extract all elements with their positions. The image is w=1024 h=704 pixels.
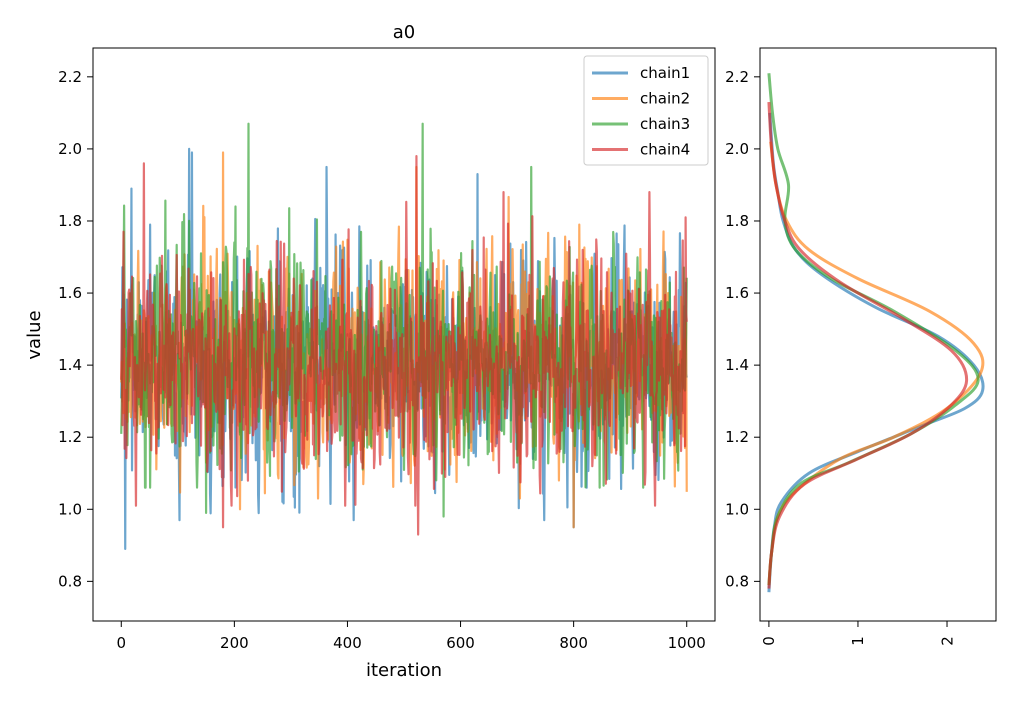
density-y-tick-label: 1.8 bbox=[725, 212, 749, 230]
density-y-tick-label: 1.0 bbox=[725, 500, 749, 518]
density-x-tick-label: 2 bbox=[938, 636, 956, 646]
trace-y-tick-label: 1.8 bbox=[58, 212, 82, 230]
density-curve-chain3 bbox=[767, 73, 980, 586]
density-curve-chain4 bbox=[767, 101, 969, 589]
trace-y-tick-label: 1.2 bbox=[58, 428, 82, 446]
trace-plot: a0 0 200 400 600 800 1000 0.8 1.0 1.2 1.4 1.6 1.8 2… bbox=[24, 22, 716, 681]
trace-series-group bbox=[120, 122, 688, 551]
density-y-tick-label: 1.2 bbox=[725, 428, 749, 446]
legend-label-chain4: chain4 bbox=[640, 141, 690, 159]
legend-label-chain2: chain2 bbox=[640, 90, 690, 108]
density-series-group bbox=[767, 73, 985, 593]
density-x-tick-label: 0 bbox=[760, 636, 778, 646]
density-curve-chain1 bbox=[767, 112, 985, 593]
density-x-tick-label: 1 bbox=[849, 636, 867, 646]
legend-label-chain3: chain3 bbox=[640, 115, 690, 133]
trace-y-tick-label: 1.4 bbox=[58, 356, 82, 374]
density-y-tick-label: 1.6 bbox=[725, 284, 749, 302]
trace-y-tick-label: 0.8 bbox=[58, 572, 82, 590]
trace-y-ticks: 0.8 1.0 1.2 1.4 1.6 1.8 2.0 2.2 bbox=[58, 68, 93, 590]
trace-x-tick-label: 600 bbox=[446, 634, 475, 652]
trace-y-axis-label: value bbox=[24, 310, 45, 359]
density-plot-frame bbox=[759, 47, 997, 622]
density-y-tick-label: 1.4 bbox=[725, 356, 749, 374]
trace-y-tick-label: 2.0 bbox=[58, 140, 82, 158]
density-y-tick-label: 2.0 bbox=[725, 140, 749, 158]
trace-x-tick-label: 400 bbox=[333, 634, 362, 652]
density-x-ticks: 0 1 2 bbox=[760, 621, 956, 646]
trace-y-tick-label: 1.0 bbox=[58, 500, 82, 518]
legend-label-chain1: chain1 bbox=[640, 64, 690, 82]
density-plot: 0 1 2 0.8 1.0 1.2 1.4 1.6 1.8 2.0 2.2 bbox=[725, 47, 997, 646]
density-y-ticks: 0.8 1.0 1.2 1.4 1.6 1.8 2.0 2.2 bbox=[725, 68, 760, 590]
trace-y-tick-label: 1.6 bbox=[58, 284, 82, 302]
trace-x-tick-label: 1000 bbox=[668, 634, 706, 652]
trace-x-ticks: 0 200 400 600 800 1000 bbox=[116, 621, 706, 652]
trace-plot-frame bbox=[92, 47, 716, 622]
density-y-tick-label: 0.8 bbox=[725, 572, 749, 590]
trace-x-axis-label: iteration bbox=[366, 660, 442, 681]
trace-line-chain4 bbox=[120, 155, 688, 536]
trace-y-tick-label: 2.2 bbox=[58, 68, 82, 86]
trace-x-tick-label: 200 bbox=[220, 634, 249, 652]
legend-box bbox=[583, 55, 709, 166]
density-plot-area bbox=[760, 48, 996, 621]
trace-x-tick-label: 0 bbox=[116, 634, 126, 652]
legend-items: chain1 chain2 chain3 chain4 bbox=[592, 64, 690, 159]
density-y-tick-label: 2.2 bbox=[725, 68, 749, 86]
trace-x-tick-label: 800 bbox=[559, 634, 588, 652]
legend: chain1 chain2 chain3 chain4 bbox=[583, 55, 709, 166]
trace-plot-title: a0 bbox=[393, 22, 415, 43]
